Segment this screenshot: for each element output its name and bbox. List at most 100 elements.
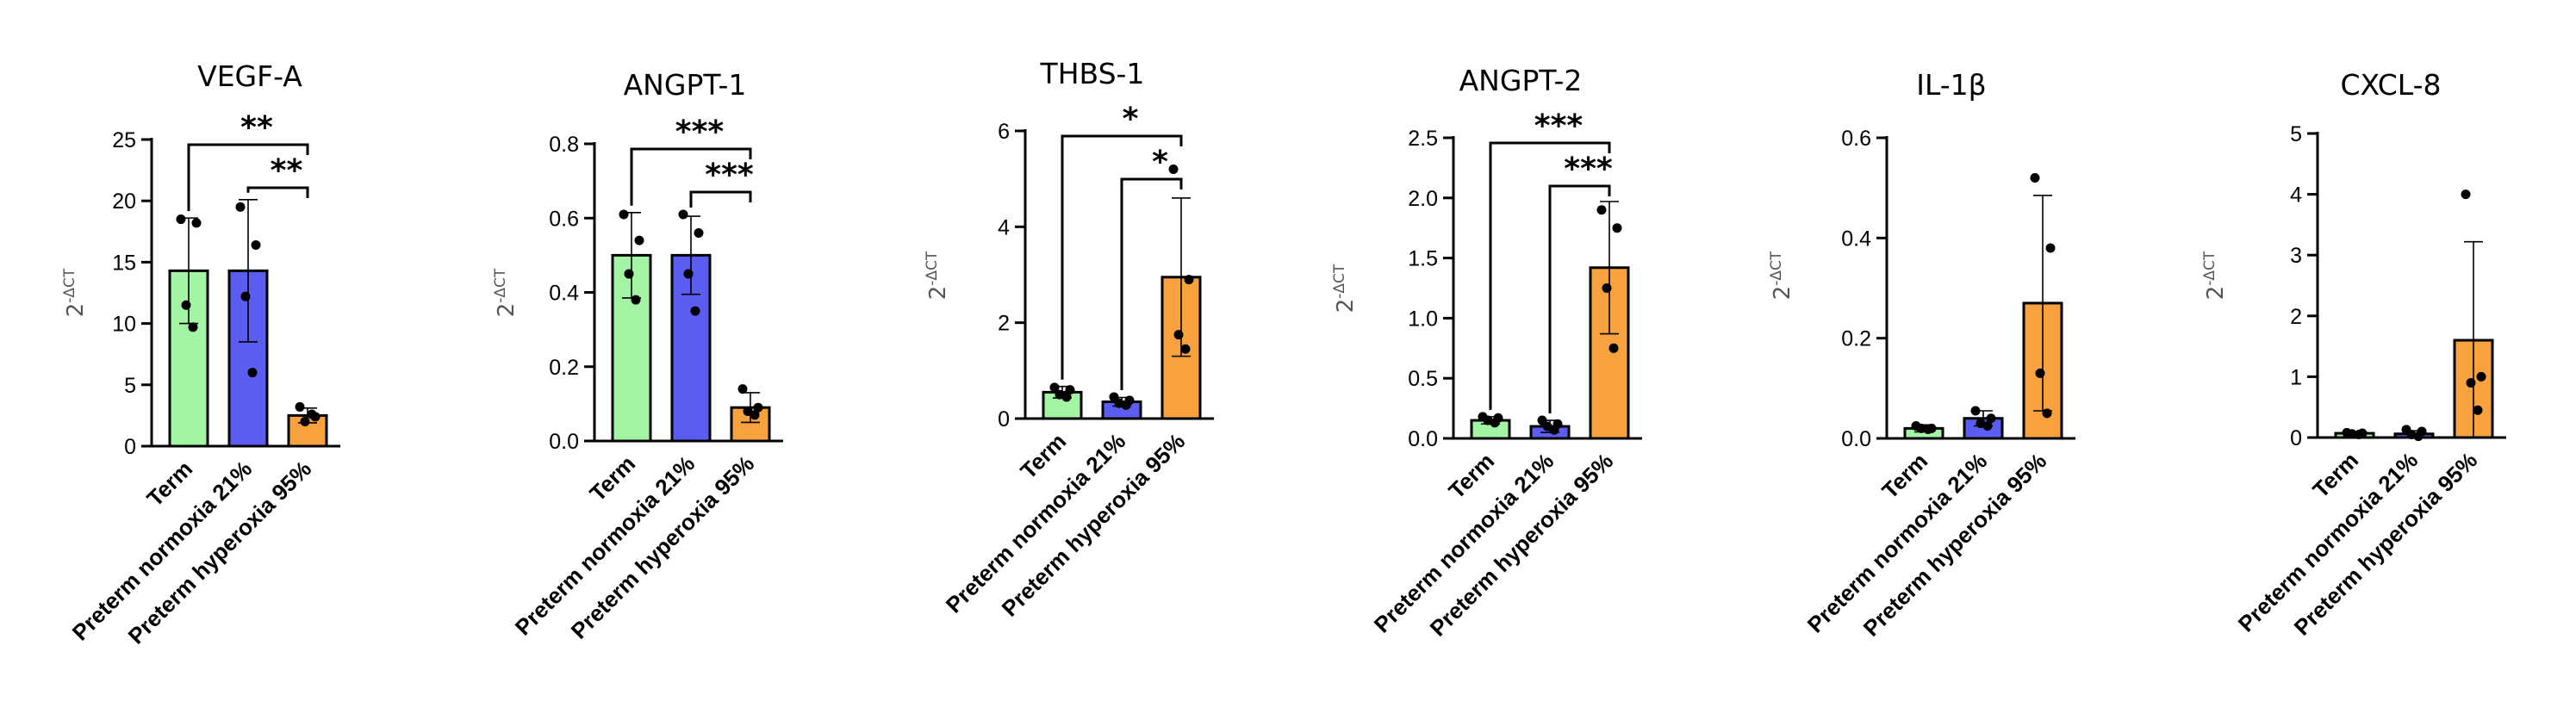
data-point (2045, 243, 2056, 253)
significance-stars: * (1123, 102, 1139, 137)
panel-3: ANGPT-22-ΔCT0.00.51.01.52.02.5TermPreter… (1331, 64, 1642, 642)
data-point (690, 306, 700, 316)
significance-stars: ** (240, 110, 273, 146)
data-point (753, 402, 763, 413)
x-category-label: Term (1015, 428, 1071, 484)
data-point (1490, 418, 1500, 428)
y-tick-label: 4 (998, 215, 1010, 239)
y-tick-label: 0.6 (1841, 127, 1871, 151)
x-category-label: Term (1876, 448, 1932, 504)
significance-bracket (689, 190, 752, 208)
data-point (634, 235, 644, 245)
data-point (1049, 382, 1060, 393)
significance-stars: * (1152, 145, 1168, 180)
significance-bracket (630, 147, 752, 206)
data-point (683, 269, 694, 279)
data-point (2035, 368, 2045, 378)
data-point (247, 368, 258, 378)
data-point (295, 401, 305, 412)
data-point (181, 300, 191, 310)
data-point (307, 409, 317, 419)
bar-0 (1042, 390, 1083, 420)
y-tick-label: 10 (112, 313, 136, 337)
data-point (1596, 205, 1607, 215)
significance-bracket (1489, 141, 1611, 410)
x-category-label: Term (141, 456, 197, 512)
data-point (2042, 408, 2052, 419)
significance-stars: *** (1564, 152, 1613, 187)
data-point (1184, 275, 1194, 285)
data-point (1549, 425, 1559, 435)
significance-bracket (1548, 184, 1611, 414)
data-point (1180, 344, 1191, 354)
x-category-label: Term (584, 450, 640, 506)
data-point (694, 228, 704, 238)
y-tick-label: 1.5 (1408, 247, 1438, 271)
x-category-label: Term (1443, 448, 1499, 504)
data-point (1065, 385, 1075, 395)
data-point (188, 322, 198, 332)
y-tick-label: 2 (2290, 305, 2302, 329)
y-tick-label: 5 (2290, 122, 2302, 146)
data-point (1602, 283, 1612, 293)
data-point (2473, 405, 2483, 415)
y-tick-label: 0.2 (549, 356, 579, 380)
y-tick-label: 0.0 (549, 430, 579, 454)
data-point (191, 218, 202, 228)
data-point (2030, 173, 2040, 183)
y-axis-label: 2-ΔCT (2201, 251, 2229, 300)
data-point (2466, 377, 2476, 388)
y-tick-label: 2.5 (1408, 127, 1438, 151)
y-tick-label: 5 (124, 374, 136, 398)
y-tick-label: 25 (112, 128, 136, 152)
data-point (300, 417, 310, 427)
y-tick-label: 0.4 (1841, 227, 1871, 251)
data-point (750, 410, 760, 420)
data-point (251, 239, 261, 250)
chart-title: ANGPT-2 (1459, 64, 1583, 97)
data-point (1970, 406, 1981, 416)
chart-title: THBS-1 (1040, 57, 1145, 90)
y-tick-label: 6 (998, 120, 1010, 144)
y-tick-label: 3 (2290, 244, 2302, 268)
significance-stars: *** (1534, 109, 1584, 144)
data-point (2354, 429, 2364, 439)
data-point (2461, 189, 2471, 200)
y-tick-label: 0.5 (1408, 367, 1438, 391)
data-point (240, 291, 251, 301)
y-axis-label: 2-ΔCT (61, 268, 89, 317)
data-point (678, 209, 688, 220)
y-tick-label: 0 (2290, 426, 2302, 450)
y-axis-label: 2-ΔCT (1768, 251, 1795, 300)
y-axis-label: 2-ΔCT (924, 251, 951, 300)
y-axis-label: 2-ΔCT (1331, 264, 1359, 313)
x-category-label: Term (2307, 447, 2363, 503)
y-tick-label: 15 (112, 251, 136, 275)
y-tick-label: 4 (2290, 183, 2302, 208)
data-point (1109, 392, 1119, 402)
data-point (1121, 400, 1131, 410)
data-point (1982, 420, 1993, 431)
data-point (2413, 432, 2424, 442)
significance-bracket (1061, 134, 1183, 380)
data-point (619, 209, 629, 220)
y-tick-label: 2 (998, 312, 1010, 336)
data-point (176, 214, 186, 225)
data-point (737, 384, 748, 394)
significance-stars: *** (705, 158, 754, 193)
data-point (1923, 425, 1933, 435)
significance-bracket (246, 186, 309, 198)
significance-bracket (187, 143, 309, 212)
data-point (1168, 165, 1179, 175)
data-point (2347, 429, 2357, 439)
data-point (235, 202, 246, 212)
y-axis-label: 2-ΔCT (492, 268, 520, 317)
data-point (1612, 223, 1622, 233)
significance-stars: ** (271, 153, 303, 189)
